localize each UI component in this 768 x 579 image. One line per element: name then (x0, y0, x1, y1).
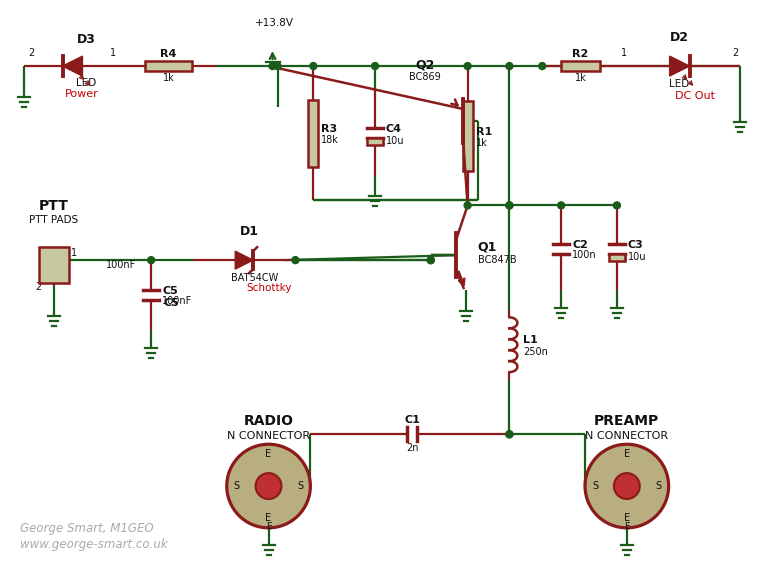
FancyBboxPatch shape (462, 101, 472, 171)
Circle shape (269, 63, 276, 69)
Text: D3: D3 (77, 33, 96, 46)
Text: C2: C2 (572, 240, 588, 250)
Text: 1: 1 (621, 48, 627, 58)
Text: N CONNECTOR: N CONNECTOR (585, 431, 668, 441)
Text: S: S (297, 481, 303, 491)
Circle shape (614, 202, 621, 209)
Text: LED: LED (76, 78, 97, 88)
Polygon shape (235, 251, 253, 269)
Circle shape (147, 256, 154, 263)
Circle shape (506, 202, 513, 209)
Circle shape (274, 63, 281, 69)
Text: S: S (656, 481, 662, 491)
Polygon shape (62, 56, 82, 76)
Text: E: E (624, 513, 630, 523)
Text: 1: 1 (71, 248, 77, 258)
Text: DC Out: DC Out (674, 91, 714, 101)
Circle shape (464, 202, 471, 209)
Text: LED: LED (670, 79, 690, 89)
FancyBboxPatch shape (367, 138, 383, 145)
Text: C4: C4 (386, 124, 402, 134)
Text: D2: D2 (670, 31, 689, 44)
FancyBboxPatch shape (561, 61, 600, 71)
Text: L1: L1 (523, 335, 538, 345)
Text: C5: C5 (162, 286, 178, 296)
Text: C3: C3 (627, 240, 644, 250)
Text: N CONNECTOR: N CONNECTOR (227, 431, 310, 441)
Text: T: T (53, 270, 58, 278)
Circle shape (585, 444, 669, 528)
Polygon shape (670, 56, 690, 76)
Text: 100nF: 100nF (162, 296, 192, 306)
Text: PTT: PTT (38, 199, 68, 214)
Text: RADIO: RADIO (243, 415, 293, 428)
Text: P: P (46, 263, 51, 273)
Text: R4: R4 (161, 49, 177, 59)
Text: BAT54CW: BAT54CW (230, 273, 278, 283)
Text: 1: 1 (111, 48, 117, 58)
FancyBboxPatch shape (38, 247, 68, 283)
Text: 1k: 1k (475, 138, 488, 148)
Text: BC869: BC869 (409, 72, 441, 82)
Text: S: S (592, 481, 598, 491)
Circle shape (227, 444, 310, 528)
Text: 10u: 10u (627, 252, 647, 262)
Text: 18k: 18k (321, 135, 339, 145)
Text: R1: R1 (475, 127, 492, 137)
Circle shape (427, 256, 434, 263)
Text: E: E (624, 522, 630, 531)
Circle shape (310, 63, 317, 69)
Text: PREAMP: PREAMP (594, 415, 660, 428)
Text: BC847B: BC847B (478, 255, 516, 265)
Circle shape (506, 202, 513, 209)
Text: R2: R2 (572, 49, 589, 59)
Text: www.george-smart.co.uk: www.george-smart.co.uk (20, 538, 167, 551)
Text: 2: 2 (35, 282, 41, 292)
Text: R3: R3 (321, 124, 337, 134)
Text: 2: 2 (28, 48, 35, 58)
Text: 1k: 1k (574, 73, 587, 83)
Circle shape (292, 256, 299, 263)
Text: PTT PADS: PTT PADS (29, 215, 78, 225)
Circle shape (372, 63, 379, 69)
FancyBboxPatch shape (609, 254, 625, 261)
Text: 1k: 1k (163, 73, 174, 83)
Circle shape (614, 473, 640, 499)
Text: Q2: Q2 (415, 58, 435, 71)
Text: E: E (266, 449, 272, 459)
Circle shape (464, 63, 471, 69)
Circle shape (427, 256, 434, 263)
Text: 250n: 250n (523, 347, 548, 357)
Text: D1: D1 (240, 225, 259, 238)
Text: E: E (266, 513, 272, 523)
Text: George Smart, M1GEO: George Smart, M1GEO (20, 522, 154, 536)
Text: 2: 2 (732, 48, 738, 58)
Text: S: S (233, 481, 240, 491)
Text: C1: C1 (405, 415, 420, 426)
Text: 100n: 100n (572, 250, 597, 259)
Text: 2n: 2n (406, 444, 419, 453)
Circle shape (539, 63, 546, 69)
Text: N: N (53, 256, 58, 266)
Text: +13.8V: +13.8V (255, 19, 294, 28)
Text: C5: C5 (163, 298, 179, 308)
Circle shape (506, 63, 513, 69)
Circle shape (558, 202, 564, 209)
Circle shape (506, 431, 513, 438)
Text: Q1: Q1 (478, 241, 497, 254)
Text: Schottky: Schottky (247, 283, 292, 293)
Text: Power: Power (65, 89, 98, 99)
Circle shape (506, 431, 513, 438)
FancyBboxPatch shape (309, 100, 318, 167)
Text: E: E (624, 449, 630, 459)
Text: 10u: 10u (386, 136, 405, 146)
Text: E: E (266, 522, 271, 531)
Circle shape (256, 473, 282, 499)
FancyBboxPatch shape (145, 61, 192, 71)
Text: D: D (45, 252, 51, 261)
Text: 100nF: 100nF (106, 260, 136, 270)
